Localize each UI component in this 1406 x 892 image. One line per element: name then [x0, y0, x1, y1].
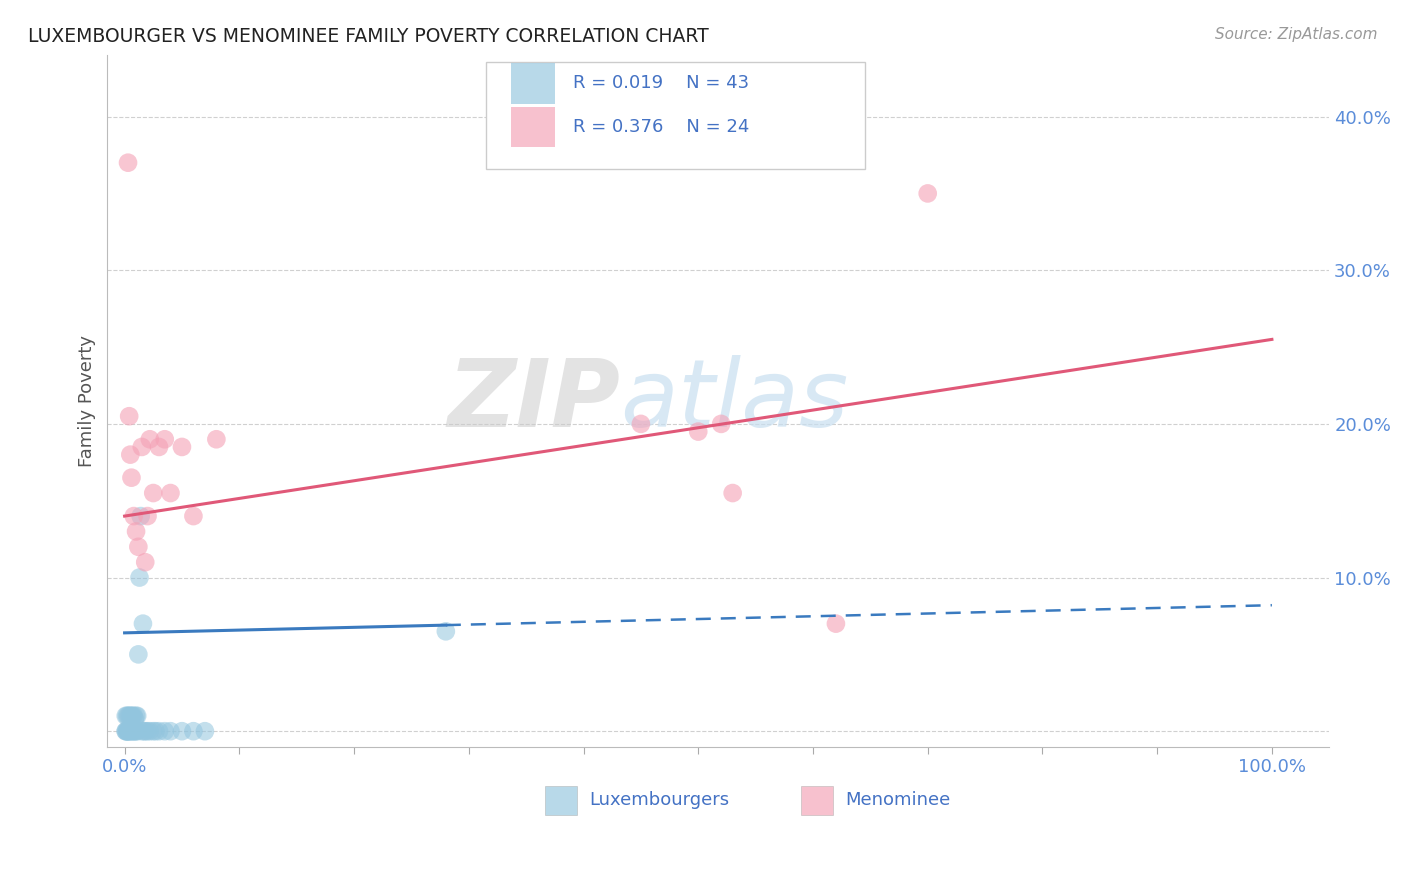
Point — [127, 709, 149, 723]
Point — [825, 616, 848, 631]
Text: R = 0.376    N = 24: R = 0.376 N = 24 — [572, 118, 749, 136]
Text: Menominee: Menominee — [845, 791, 950, 810]
Point — [183, 724, 205, 739]
Point — [115, 724, 138, 739]
FancyBboxPatch shape — [486, 62, 865, 169]
Text: R = 0.019    N = 43: R = 0.019 N = 43 — [572, 75, 749, 93]
Point — [121, 709, 143, 723]
Point — [153, 432, 176, 446]
Point — [148, 724, 170, 739]
Point — [120, 724, 142, 739]
Point — [121, 724, 143, 739]
Point — [127, 540, 149, 554]
Point — [630, 417, 652, 431]
Point — [117, 709, 139, 723]
Point — [917, 186, 939, 201]
Point — [139, 432, 162, 446]
Point — [118, 724, 141, 739]
Point — [136, 724, 159, 739]
Text: Luxembourgers: Luxembourgers — [589, 791, 728, 810]
Point — [114, 724, 136, 739]
Point — [117, 724, 139, 739]
Point — [721, 486, 744, 500]
Point — [142, 486, 165, 500]
Point — [170, 440, 193, 454]
Point — [434, 624, 457, 639]
Point — [129, 509, 152, 524]
FancyBboxPatch shape — [544, 786, 576, 815]
Point — [122, 709, 145, 723]
Point — [159, 486, 181, 500]
Point — [148, 440, 170, 454]
Point — [145, 724, 167, 739]
FancyBboxPatch shape — [510, 107, 554, 147]
Point — [132, 724, 155, 739]
Text: Source: ZipAtlas.com: Source: ZipAtlas.com — [1215, 27, 1378, 42]
Point — [205, 432, 228, 446]
Point — [159, 724, 181, 739]
Point — [688, 425, 710, 439]
FancyBboxPatch shape — [510, 63, 554, 103]
Text: ZIP: ZIP — [447, 355, 620, 447]
Point — [120, 709, 142, 723]
Point — [131, 440, 153, 454]
Point — [121, 724, 143, 739]
Point — [115, 724, 138, 739]
Point — [114, 709, 136, 723]
Point — [134, 724, 156, 739]
Point — [125, 524, 148, 539]
Point — [125, 724, 148, 739]
Point — [117, 155, 139, 169]
Text: LUXEMBOURGER VS MENOMINEE FAMILY POVERTY CORRELATION CHART: LUXEMBOURGER VS MENOMINEE FAMILY POVERTY… — [28, 27, 709, 45]
Point — [131, 724, 153, 739]
Point — [139, 724, 162, 739]
Point — [128, 570, 150, 584]
Y-axis label: Family Poverty: Family Poverty — [79, 334, 96, 467]
Point — [124, 724, 146, 739]
Point — [127, 724, 149, 739]
Point — [710, 417, 733, 431]
Point — [117, 724, 139, 739]
Point — [142, 724, 165, 739]
Point — [124, 712, 146, 726]
Point — [118, 709, 141, 723]
Point — [122, 509, 145, 524]
FancyBboxPatch shape — [801, 786, 834, 815]
Point — [183, 509, 205, 524]
Point — [118, 409, 141, 424]
Point — [136, 509, 159, 524]
Point — [122, 724, 145, 739]
Point — [121, 471, 143, 485]
Text: atlas: atlas — [620, 355, 849, 446]
Point — [153, 724, 176, 739]
Point — [125, 709, 148, 723]
Point — [121, 709, 143, 723]
Point — [194, 724, 217, 739]
Point — [114, 724, 136, 739]
Point — [170, 724, 193, 739]
Point — [115, 709, 138, 723]
Point — [132, 616, 155, 631]
Point — [120, 448, 142, 462]
Point — [134, 555, 156, 569]
Point — [127, 648, 149, 662]
